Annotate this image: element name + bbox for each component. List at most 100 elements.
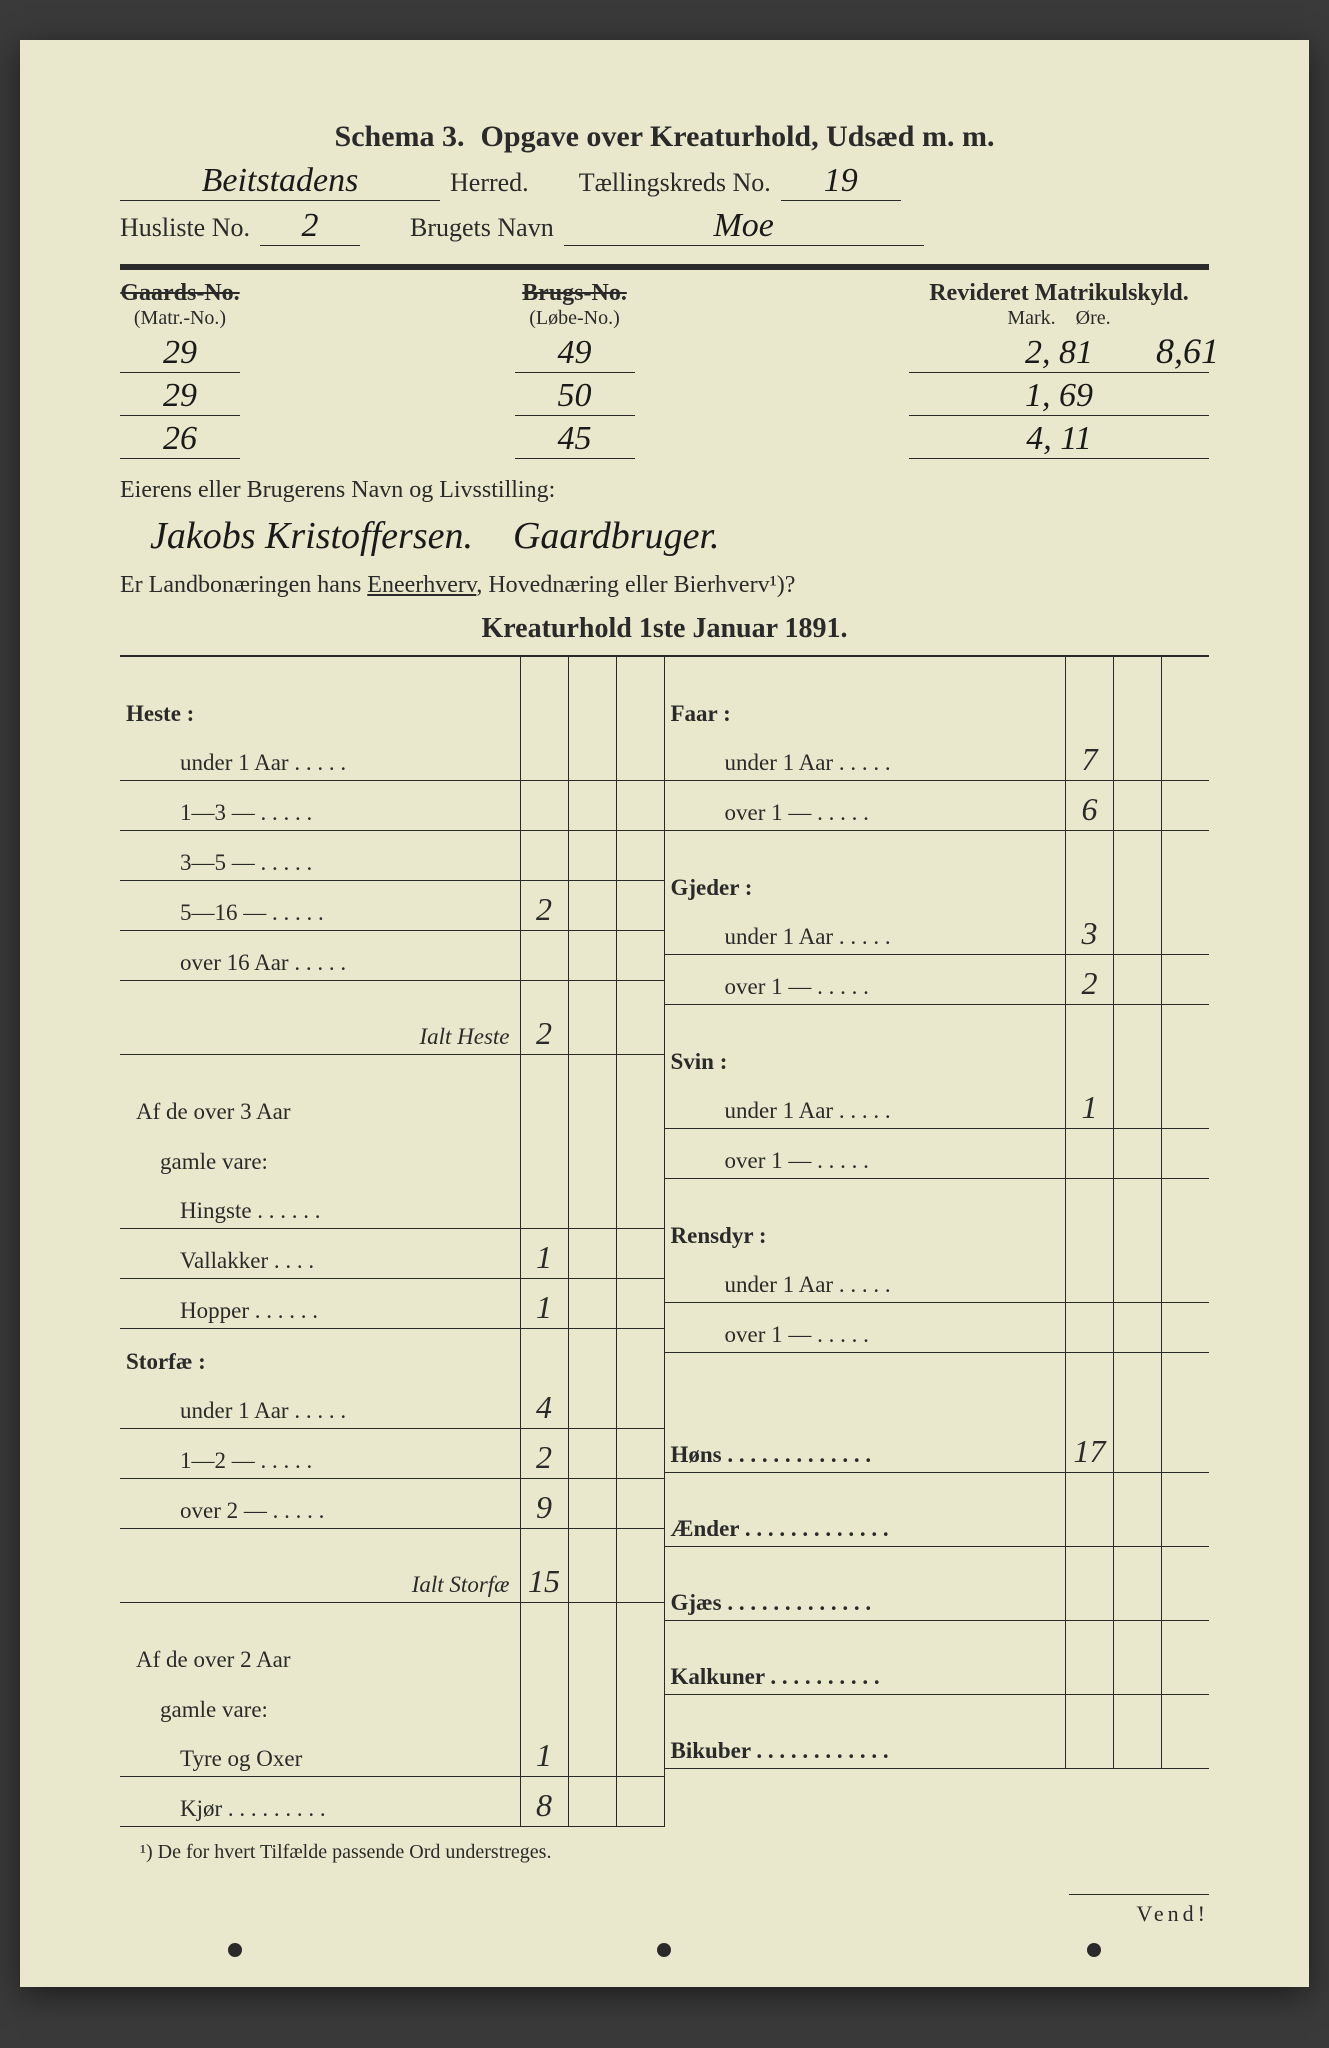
- af3-1-l: Vallakker . . . .: [120, 1248, 520, 1278]
- rensdyr-hdr: Rensdyr :: [665, 1223, 1066, 1253]
- faar-0: under 1 Aar . . . . .7: [665, 731, 1210, 781]
- single-0-v: 17: [1065, 1423, 1113, 1472]
- single-2-v: [1065, 1571, 1113, 1620]
- husliste-value: 2: [260, 207, 360, 246]
- single-3-l: Kalkuner . . . . . . . . . .: [665, 1664, 1066, 1694]
- faar-0-l: under 1 Aar . . . . .: [665, 750, 1066, 780]
- af3-2-v: 1: [520, 1279, 568, 1328]
- rensdyr-0-v: [1065, 1253, 1113, 1302]
- brugets-value: Moe: [564, 207, 924, 246]
- ialt-heste-l: Ialt Heste: [120, 1024, 520, 1054]
- storfae-0-v: 4: [520, 1379, 568, 1428]
- heste-hdr: Heste :: [120, 701, 520, 731]
- mo-2: 4, 11: [909, 420, 1209, 459]
- heste-0: under 1 Aar . . . . .: [120, 731, 664, 781]
- er-post: , Hovednæring eller Bierhverv¹)?: [476, 572, 795, 598]
- mo-1: 1, 69: [909, 377, 1209, 416]
- er-pre: Er Landbonæringen hans: [120, 572, 367, 598]
- af3-0: Hingste . . . . . .: [120, 1179, 664, 1229]
- faar-0-v: 7: [1065, 731, 1113, 780]
- af2-1-l: Kjør . . . . . . . . .: [120, 1796, 520, 1826]
- af3-1: Vallakker . . . .1: [120, 1229, 664, 1279]
- rensdyr-1-v: [1065, 1303, 1113, 1352]
- gjeder-0-v: 3: [1065, 905, 1113, 954]
- storfae-hdr-row: Storfæ :: [120, 1329, 664, 1379]
- erline: Er Landbonæringen hans Eneerhverv, Hoved…: [120, 572, 1209, 599]
- storfae-1-v: 2: [520, 1429, 568, 1478]
- storfae-1: 1—2 — . . . . .2: [120, 1429, 664, 1479]
- g-val-2: 26: [120, 420, 240, 459]
- heste-3: 5—16 — . . . . .2: [120, 881, 664, 931]
- g-val-0: 29: [120, 334, 240, 373]
- faar-1: over 1 — . . . . .6: [665, 781, 1210, 831]
- mark-label: Mark.: [1007, 307, 1055, 329]
- faar-1-v: 6: [1065, 781, 1113, 830]
- af3-2: Hopper . . . . . .1: [120, 1279, 664, 1329]
- single-0: Høns . . . . . . . . . . . . .17: [665, 1423, 1210, 1473]
- af2-h1: Af de over 2 Aar: [120, 1627, 664, 1677]
- o2: 11: [1060, 420, 1091, 457]
- af2-h2: gamle vare:: [120, 1677, 664, 1727]
- owner-name: Jakobs Kristoffersen.: [150, 514, 473, 558]
- gjeder-1-l: over 1 — . . . . .: [665, 974, 1066, 1004]
- brugs-hdr: Brugs-No.: [515, 280, 635, 307]
- er-ene: Eneerhverv: [367, 572, 476, 598]
- heste-1: 1—3 — . . . . .: [120, 781, 664, 831]
- af2-h1-l: Af de over 2 Aar: [120, 1647, 520, 1677]
- svin-1-l: over 1 — . . . . .: [665, 1148, 1066, 1178]
- af3-2-l: Hopper . . . . . .: [120, 1298, 520, 1328]
- storfae-2: over 2 — . . . . .9: [120, 1479, 664, 1529]
- owner-line: Jakobs Kristoffersen. Gaardbruger.: [150, 514, 1209, 558]
- heste-3-l: 5—16 — . . . . .: [120, 900, 520, 930]
- af2-0: Tyre og Oxer1: [120, 1727, 664, 1777]
- matrikul-block: Gaards-No. (Matr.-No.) 29 29 26 Brugs-No…: [120, 280, 1209, 463]
- col-gaards: Gaards-No. (Matr.-No.) 29 29 26: [120, 280, 240, 463]
- hole-icon: [1087, 1943, 1101, 1957]
- single-4-v: [1065, 1719, 1113, 1768]
- heste-0-v: [520, 731, 568, 780]
- single-4: Bikuber . . . . . . . . . . . .: [665, 1719, 1210, 1769]
- af2-h2-l: gamle vare:: [120, 1697, 520, 1727]
- b-val-1: 50: [515, 377, 635, 416]
- svin-hdr: Svin :: [665, 1049, 1066, 1079]
- m1: 1,: [1025, 377, 1051, 414]
- ialt-heste: Ialt Heste2: [120, 1005, 664, 1055]
- kreatur-head: Kreaturhold 1ste Januar 1891.: [120, 613, 1209, 645]
- storfae-hdr: Storfæ :: [120, 1349, 520, 1379]
- census-form-page: Schema 3. Opgave over Kreaturhold, Udsæd…: [20, 40, 1309, 1987]
- af2-0-v: 1: [520, 1727, 568, 1776]
- ialt-storfae-v: 15: [520, 1553, 568, 1602]
- af3-0-v: [520, 1179, 568, 1228]
- heste-0-l: under 1 Aar . . . . .: [120, 750, 520, 780]
- col-brugs: Brugs-No. (Løbe-No.) 49 50 45: [515, 280, 635, 463]
- row-herred: Beitstadens Herred. Tællingskreds No. 19: [120, 162, 1209, 201]
- af3-1-v: 1: [520, 1229, 568, 1278]
- svin-1: over 1 — . . . . .: [665, 1129, 1210, 1179]
- hole-icon: [657, 1943, 671, 1957]
- single-1: Ænder . . . . . . . . . . . . .: [665, 1497, 1210, 1547]
- af3-h2: gamle vare:: [120, 1129, 664, 1179]
- brugets-label: Brugets Navn: [410, 213, 554, 243]
- title: Schema 3. Opgave over Kreaturhold, Udsæd…: [120, 120, 1209, 154]
- rule-thick-1: [120, 264, 1209, 270]
- svin-0-l: under 1 Aar . . . . .: [665, 1098, 1066, 1128]
- svin-1-v: [1065, 1129, 1113, 1178]
- husliste-label: Husliste No.: [120, 213, 250, 243]
- heste-1-v: [520, 781, 568, 830]
- faar-hdr-row: Faar :: [665, 681, 1210, 731]
- hole-icon: [228, 1943, 242, 1957]
- af3-h2-l: gamle vare:: [120, 1149, 520, 1179]
- owner-label: Eierens eller Brugerens Navn og Livsstil…: [120, 477, 1209, 504]
- herred-label: Herred.: [450, 168, 529, 198]
- heste-1-l: 1—3 — . . . . .: [120, 800, 520, 830]
- single-4-l: Bikuber . . . . . . . . . . . .: [665, 1738, 1066, 1768]
- gjeder-1-v: 2: [1065, 955, 1113, 1004]
- storfae-0-l: under 1 Aar . . . . .: [120, 1398, 520, 1428]
- af2-1-v: 8: [520, 1777, 568, 1826]
- heste-2-v: [520, 831, 568, 880]
- af3-0-l: Hingste . . . . . .: [120, 1198, 520, 1228]
- single-1-v: [1065, 1497, 1113, 1546]
- footnote: ¹) De for hvert Tilfælde passende Ord un…: [140, 1841, 1209, 1864]
- af3-h1: Af de over 3 Aar: [120, 1079, 664, 1129]
- rensdyr-0-l: under 1 Aar . . . . .: [665, 1272, 1066, 1302]
